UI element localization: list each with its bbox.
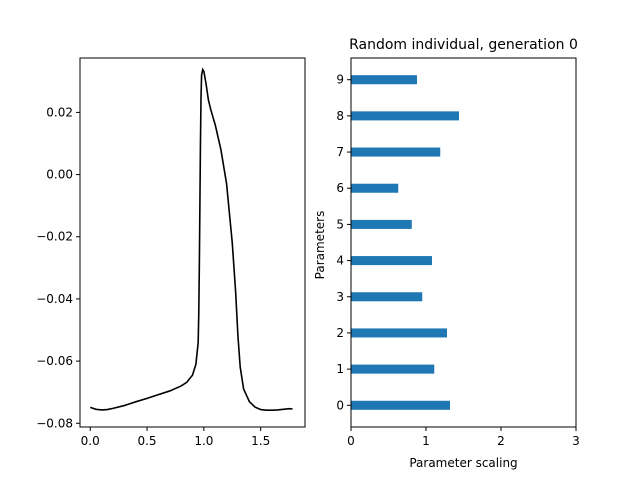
parameter-bar-7 (351, 147, 441, 157)
waveform-y-tick-label: −0.04 (36, 292, 73, 306)
parameter-y-tick-label: 6 (336, 181, 344, 195)
waveform-x-tick-label: 0.0 (81, 434, 100, 448)
parameter-y-tick-label: 1 (336, 362, 344, 376)
parameter-y-ticks: 0 1 2 3 4 5 6 7 8 9 (336, 73, 351, 412)
parameter-bar-6 (351, 183, 399, 193)
parameter-plot-title: Random individual, generation 0 (349, 37, 578, 53)
waveform-x-ticks: 0.0 0.5 1.0 1.5 (81, 427, 270, 448)
waveform-plot-frame (79, 57, 306, 428)
waveform-y-tick-label: −0.06 (36, 354, 73, 368)
waveform-plot: 0.0 0.5 1.0 1.5 −0.08 −0.06 −0.04 −0.02 0.00 0.0… (36, 57, 306, 448)
waveform-x-tick-label: 1.5 (251, 434, 270, 448)
parameter-bar-3 (351, 292, 423, 302)
parameter-y-tick-label: 4 (336, 254, 344, 268)
parameter-bar-4 (351, 256, 432, 266)
waveform-y-tick-label: 0.02 (46, 105, 73, 119)
parameter-y-tick-label: 0 (336, 398, 344, 412)
parameter-x-tick-label: 0 (347, 434, 355, 448)
parameter-y-tick-label: 2 (336, 326, 344, 340)
waveform-y-tick-label: −0.08 (36, 416, 73, 430)
waveform-x-tick-label: 1.0 (194, 434, 213, 448)
parameter-plot-frame (350, 57, 577, 428)
parameter-scaling-plot: 0 1 2 3 0 1 2 3 4 5 6 7 8 9 Random individual, gener… (313, 37, 580, 470)
parameter-bar-2 (351, 328, 447, 338)
parameter-bar-9 (351, 75, 417, 85)
waveform-y-tick-label: 0.00 (46, 168, 73, 182)
parameter-y-tick-label: 9 (336, 73, 344, 87)
parameter-x-tick-label: 2 (497, 434, 505, 448)
parameter-x-tick-label: 1 (422, 434, 430, 448)
parameter-y-tick-label: 8 (336, 109, 344, 123)
parameter-bar-1 (351, 364, 435, 374)
waveform-x-tick-label: 0.5 (137, 434, 156, 448)
parameter-y-tick-label: 7 (336, 145, 344, 159)
waveform-y-ticks: −0.08 −0.06 −0.04 −0.02 0.00 0.02 (36, 105, 80, 430)
parameter-y-tick-label: 3 (336, 290, 344, 304)
parameter-x-axis-label: Parameter scaling (409, 456, 517, 470)
waveform-series (89, 67, 293, 412)
waveform-line (89, 67, 293, 412)
parameter-bars (351, 75, 459, 410)
parameter-bar-0 (351, 400, 450, 410)
waveform-y-tick-label: −0.02 (36, 230, 73, 244)
parameter-bar-8 (351, 111, 459, 121)
parameter-x-ticks: 0 1 2 3 (347, 427, 580, 448)
parameter-y-tick-label: 5 (336, 217, 344, 231)
parameter-y-axis-label: Parameters (313, 211, 327, 280)
parameter-x-tick-label: 3 (572, 434, 580, 448)
parameter-bar-5 (351, 219, 412, 229)
